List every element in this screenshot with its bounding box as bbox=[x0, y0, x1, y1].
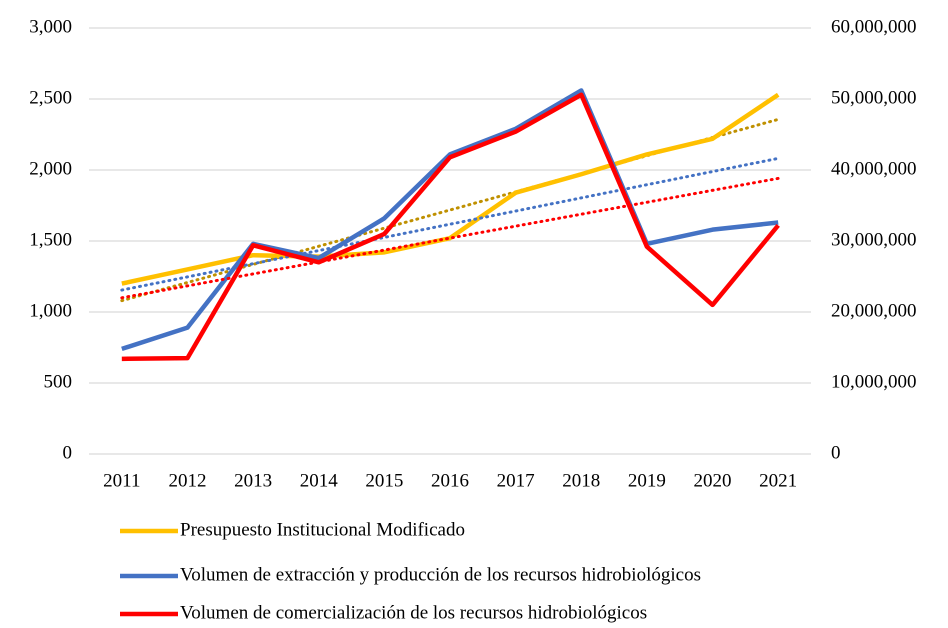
x-tick-label: 2017 bbox=[497, 470, 535, 491]
x-tick-label: 2021 bbox=[759, 470, 797, 491]
y-tick-label: 1,500 bbox=[29, 229, 72, 250]
y2-tick-label: 20,000,000 bbox=[831, 300, 917, 321]
y-tick-label: 0 bbox=[63, 442, 73, 463]
y2-tick-label: 0 bbox=[831, 442, 841, 463]
series-line bbox=[121, 92, 780, 362]
y-tick-label: 2,500 bbox=[29, 87, 72, 108]
x-tick-label: 2013 bbox=[234, 470, 272, 491]
series-line bbox=[121, 88, 779, 352]
y2-tick-label: 10,000,000 bbox=[831, 371, 917, 392]
x-tick-label: 2015 bbox=[365, 470, 403, 491]
legend-label: Volumen de extracción y producción de lo… bbox=[180, 564, 701, 585]
x-tick-label: 2020 bbox=[694, 470, 732, 491]
x-tick-label: 2016 bbox=[431, 470, 469, 491]
y2-tick-label: 30,000,000 bbox=[831, 229, 917, 250]
x-tick-label: 2018 bbox=[562, 470, 600, 491]
y2-tick-label: 60,000,000 bbox=[831, 16, 917, 37]
y-tick-label: 3,000 bbox=[29, 16, 72, 37]
legend-label: Presupuesto Institucional Modificado bbox=[180, 519, 465, 540]
x-tick-label: 2019 bbox=[628, 470, 666, 491]
x-tick-label: 2012 bbox=[168, 470, 206, 491]
x-tick-label: 2014 bbox=[300, 470, 339, 491]
y-tick-label: 500 bbox=[44, 371, 73, 392]
y-tick-label: 2,000 bbox=[29, 158, 72, 179]
y2-tick-label: 50,000,000 bbox=[831, 87, 917, 108]
x-tick-label: 2011 bbox=[103, 470, 140, 491]
y2-tick-label: 40,000,000 bbox=[831, 158, 917, 179]
y-tick-label: 1,000 bbox=[29, 300, 72, 321]
trendline bbox=[120, 156, 780, 292]
series-line bbox=[121, 92, 780, 286]
legend-label: Volumen de comercialización de los recur… bbox=[180, 602, 647, 623]
